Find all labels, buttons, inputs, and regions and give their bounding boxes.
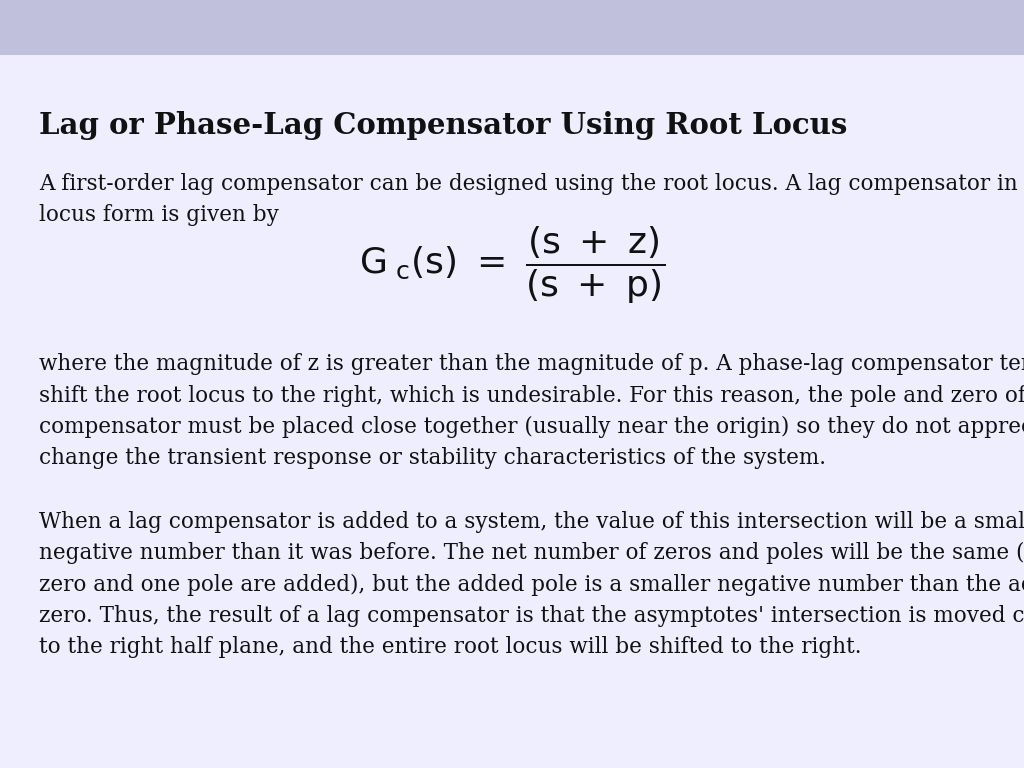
Text: A first-order lag compensator can be designed using the root locus. A lag compen: A first-order lag compensator can be des… xyxy=(39,173,1024,226)
Text: $\mathrm{G}_{\ \mathrm{c}}(\mathrm{s})\ =\ \dfrac{(\mathrm{s}\ +\ \mathrm{z})}{(: $\mathrm{G}_{\ \mathrm{c}}(\mathrm{s})\ … xyxy=(359,224,665,306)
Bar xyxy=(0,0,1024,55)
Text: Lag or Phase-Lag Compensator Using Root Locus: Lag or Phase-Lag Compensator Using Root … xyxy=(39,111,847,141)
Text: When a lag compensator is added to a system, the value of this intersection will: When a lag compensator is added to a sys… xyxy=(39,511,1024,658)
Text: where the magnitude of z is greater than the magnitude of p. A phase-lag compens: where the magnitude of z is greater than… xyxy=(39,353,1024,469)
